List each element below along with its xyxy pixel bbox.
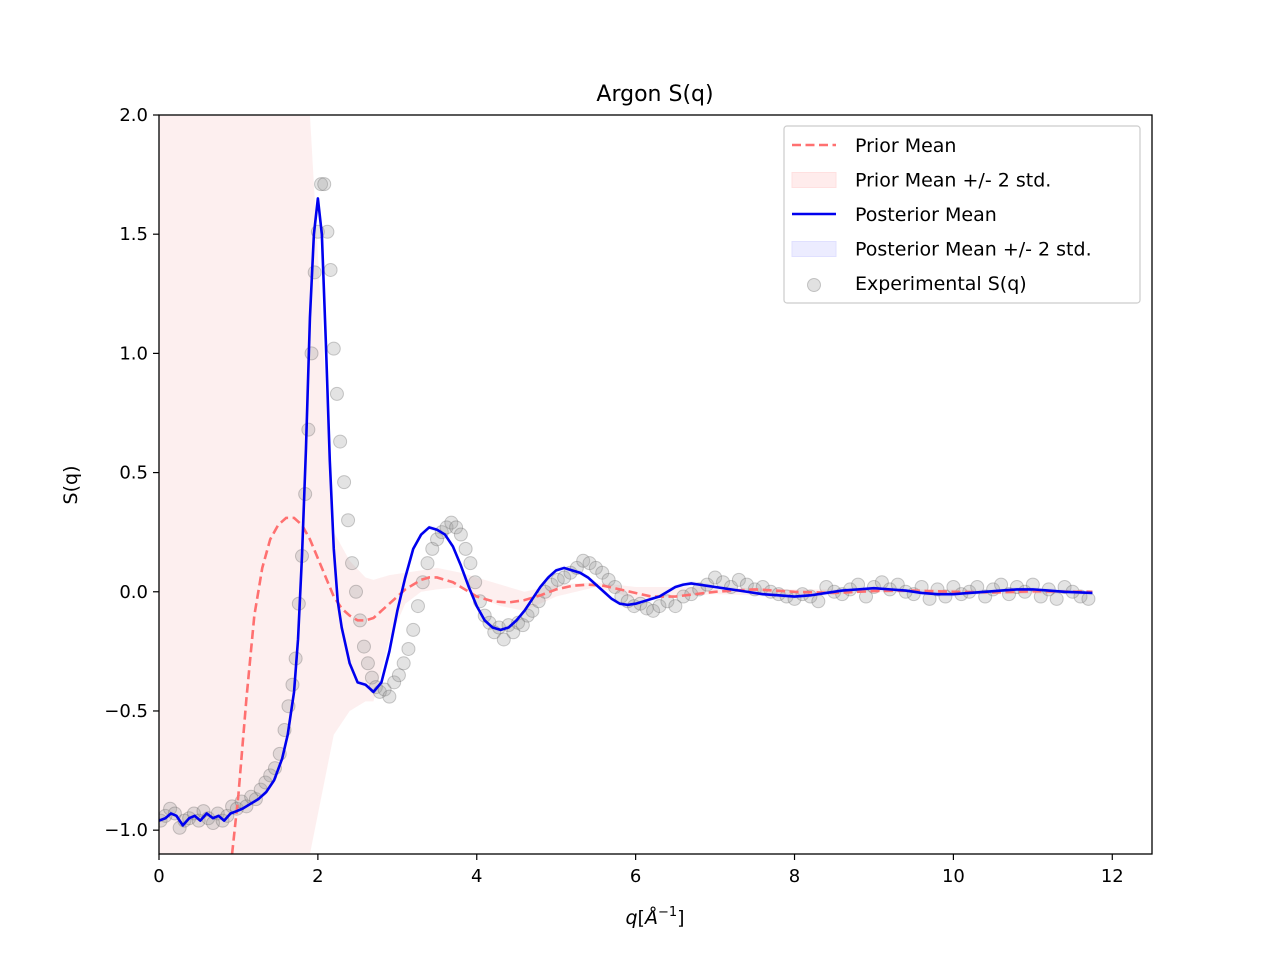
experimental-point	[420, 556, 435, 571]
series-lines	[159, 197, 1093, 854]
legend-label: Prior Mean	[855, 135, 956, 157]
experimental-point	[430, 532, 445, 547]
y-tick-label: −0.5	[104, 701, 148, 722]
x-tick-label: 6	[630, 866, 641, 887]
legend-label: Experimental S(q)	[855, 273, 1027, 295]
experimental-point	[382, 689, 397, 704]
experimental-point	[811, 594, 826, 609]
experimental-point	[458, 541, 473, 556]
y-tick-label: 0.0	[119, 582, 148, 603]
experimental-point	[439, 520, 454, 535]
experimental-point	[377, 682, 392, 697]
experimental-point	[406, 622, 421, 637]
experimental-point	[391, 668, 406, 683]
experimental-point	[425, 541, 440, 556]
experimental-point	[364, 670, 379, 685]
experimental-point	[588, 560, 603, 575]
experimental-point	[496, 632, 511, 647]
experimental-point	[731, 572, 746, 587]
experimental-point	[1049, 591, 1064, 606]
x-axis-label: q[Å−1]	[625, 905, 684, 929]
experimental-point	[326, 341, 341, 356]
legend-label: Posterior Mean +/- 2 std.	[855, 239, 1092, 261]
experimental-point	[341, 513, 356, 528]
y-tick-label: 1.0	[119, 343, 148, 364]
x-axis: 0 2 4 6 8 10 12	[153, 854, 1124, 887]
experimental-point	[387, 675, 402, 690]
x-tick-label: 10	[942, 866, 965, 887]
legend-handle	[791, 172, 837, 188]
legend: Prior Mean Prior Mean +/- 2 std. Posterior…	[783, 125, 1141, 304]
legend-label: Posterior Mean	[855, 204, 997, 226]
x-tick-label: 12	[1101, 866, 1124, 887]
experimental-point	[410, 599, 425, 614]
experimental-point	[329, 386, 344, 401]
experimental-point	[1081, 591, 1096, 606]
experimental-point	[360, 656, 375, 671]
legend-handle	[791, 241, 837, 257]
experimental-point	[550, 572, 565, 587]
y-tick-label: 0.5	[119, 463, 148, 484]
experimental-point	[396, 656, 411, 671]
experimental-point	[668, 599, 683, 614]
experimental-point	[463, 556, 478, 571]
x-tick-label: 8	[789, 866, 800, 887]
x-axis-label-var: q	[625, 907, 637, 929]
prior-mean-line	[230, 516, 1093, 854]
experimental-point	[314, 177, 329, 192]
x-axis-label-unit: Å	[643, 906, 658, 929]
prior-band	[159, 115, 1093, 854]
x-tick-label: 0	[153, 866, 164, 887]
y-tick-label: 2.0	[119, 105, 148, 126]
legend-box	[783, 125, 1141, 304]
experimental-point	[444, 515, 459, 530]
plot-area-frame	[158, 114, 1153, 855]
experimental-point	[304, 346, 319, 361]
experimental-point	[557, 570, 572, 585]
experimental-point	[449, 520, 464, 535]
experimental-point	[582, 556, 597, 571]
y-tick-label: −1.0	[104, 820, 148, 841]
experimental-point	[468, 575, 483, 590]
experimental-point	[511, 615, 526, 630]
experimental-point	[401, 641, 416, 656]
y-axis: −1.0 −0.5 0.0 0.5 1.0 1.5 2.0	[104, 105, 159, 841]
x-axis-label-sup: −1	[658, 905, 677, 920]
posterior-mean-line	[159, 197, 1093, 827]
experimental-point	[333, 434, 348, 449]
experimental-point	[206, 816, 221, 831]
x-axis-label-close: ]	[677, 907, 684, 929]
experimental-point	[639, 601, 654, 616]
experimental-point	[349, 584, 364, 599]
experimental-point	[345, 556, 360, 571]
chart-title: Argon S(q)	[596, 82, 713, 107]
experimental-point	[652, 599, 667, 614]
experimental-point	[506, 625, 521, 640]
experimental-point	[307, 265, 322, 280]
experimental-point	[453, 527, 468, 542]
experimental-point	[356, 639, 371, 654]
experimental-point	[337, 475, 352, 490]
experimental-point	[708, 570, 723, 585]
uncertainty-bands	[159, 115, 1093, 854]
x-axis-label-open: [	[638, 907, 645, 929]
experimental-point	[285, 677, 300, 692]
experimental-point	[660, 594, 675, 609]
legend-label: Prior Mean +/- 2 std.	[855, 170, 1051, 192]
y-axis-label: S(q)	[60, 466, 82, 505]
experimental-point	[323, 262, 338, 277]
legend-handle	[807, 278, 821, 292]
experimental-point	[317, 177, 332, 192]
experimental-point	[301, 422, 316, 437]
y-tick-label: 1.5	[119, 224, 148, 245]
experimental-point	[646, 603, 661, 618]
experimental-point	[576, 553, 591, 568]
experimental-point	[595, 565, 610, 580]
experimental-point	[515, 618, 530, 633]
x-tick-label: 2	[312, 866, 323, 887]
x-tick-label: 4	[471, 866, 482, 887]
